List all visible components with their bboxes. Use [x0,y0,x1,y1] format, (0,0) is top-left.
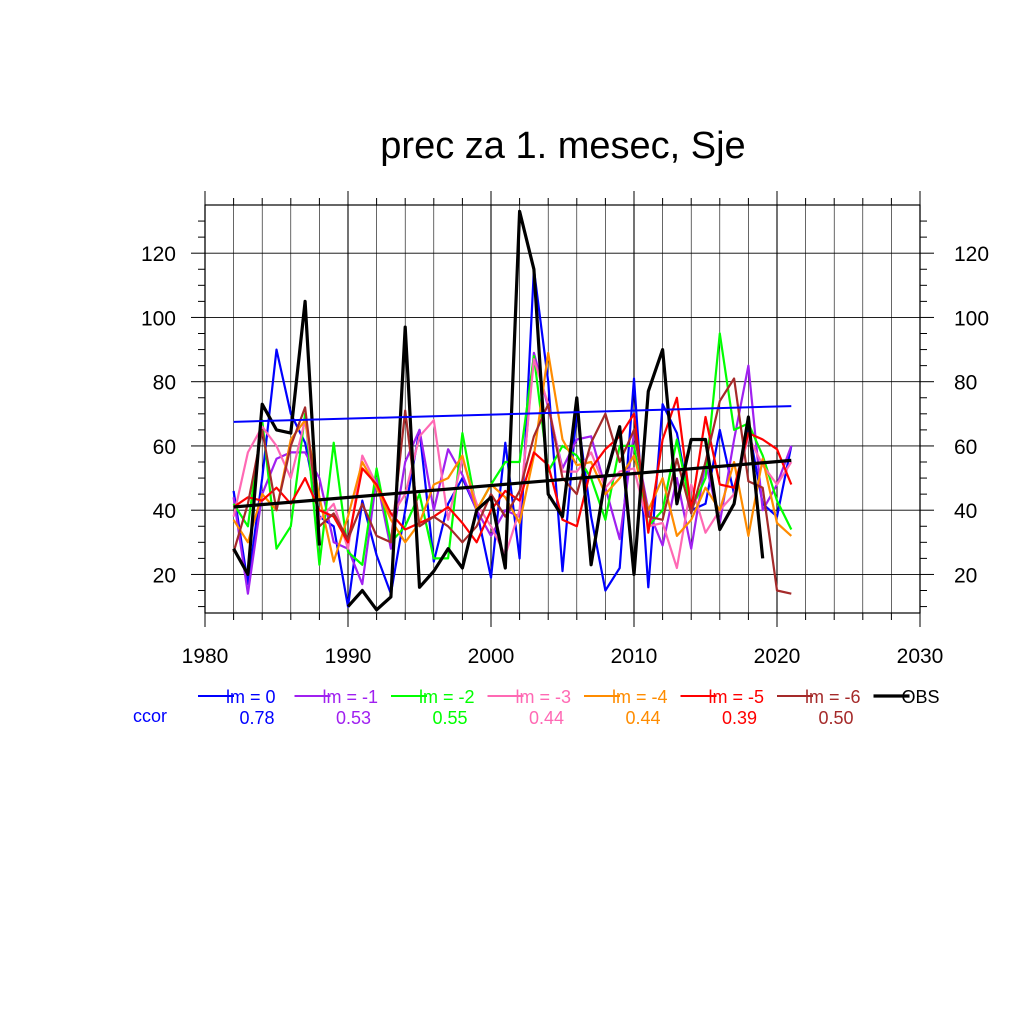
series-line-lm-3 [232,358,793,570]
y-tick-label: 100 [141,307,176,330]
series-line-lm-2 [232,332,793,566]
legend-label: lm = -2 [419,687,475,707]
y-tick-label-right: 60 [954,436,977,459]
y-tick-label: 120 [141,243,176,266]
x-tick-label: 2020 [754,645,801,668]
chart-title: prec za 1. mesec, Sje [380,125,745,167]
series-line-lm-4 [232,351,793,563]
y-tick-label-right: 20 [954,564,977,587]
x-tick-label: 2010 [611,645,658,668]
trend-lines [233,405,792,509]
ccor-value: 0.39 [722,708,757,728]
legend-label: lm = 0 [226,687,276,707]
y-tick-label: 60 [153,436,176,459]
ccor-value: 0.44 [625,708,660,728]
legend-label: lm = -4 [612,687,668,707]
x-tick-label: 1980 [182,645,229,668]
ccor-value: 0.44 [529,708,564,728]
series-lines [232,209,793,612]
y-tick-label: 40 [153,500,176,523]
plot-frame [204,204,921,614]
series-line-lm-5 [232,396,793,544]
legend-label: OBS [902,687,940,707]
trend-line-lm-0 [233,405,792,423]
trend-line-obs [233,458,792,509]
y-tick-label-right: 80 [954,372,977,395]
series-line-lm-6 [232,377,792,595]
legend-label: lm = -3 [516,687,572,707]
series-line-obs [232,299,321,577]
y-tick-label: 20 [153,564,176,587]
x-tick-label: 2000 [468,645,515,668]
legend-label: lm = -6 [805,687,861,707]
ccor-value: 0.55 [432,708,467,728]
x-tick-label: 1990 [325,645,372,668]
series-line-obs [346,209,765,612]
y-tick-label-right: 120 [954,243,989,266]
ccor-value: 0.53 [336,708,371,728]
ccor-label: ccor [133,706,167,726]
y-tick-label-right: 100 [954,307,989,330]
ccor-value: 0.78 [239,708,274,728]
legend-label: lm = -1 [323,687,379,707]
legend-label: lm = -5 [709,687,765,707]
x-tick-label: 2030 [897,645,944,668]
ccor-value: 0.50 [818,708,853,728]
y-tick-label: 80 [153,372,176,395]
series-line-lm-0 [232,268,793,608]
y-tick-label-right: 40 [954,500,977,523]
